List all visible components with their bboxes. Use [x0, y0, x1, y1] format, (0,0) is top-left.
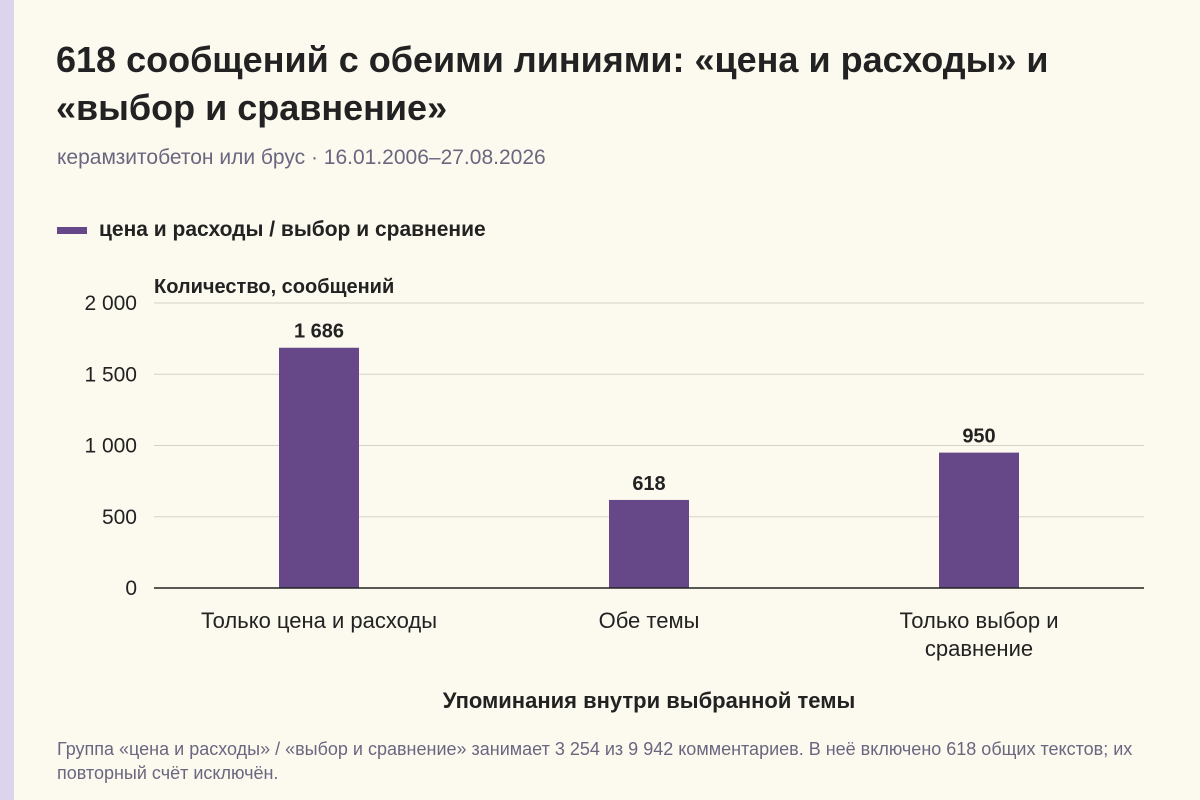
bar [939, 452, 1019, 588]
bar [279, 347, 359, 588]
bar [609, 499, 689, 588]
legend: цена и расходы / выбор и сравнение [57, 218, 486, 242]
bar-value-labels: 1 686 618 950 [294, 321, 996, 495]
y-axis-ticks: 0 500 1 000 1 500 2 000 [84, 292, 137, 600]
y-tick-label: 1 500 [84, 363, 137, 386]
legend-swatch [57, 226, 87, 234]
x-tick-label: Обе темы [599, 608, 700, 633]
y-tick-label: 2 000 [84, 292, 137, 315]
bar-value-label: 1 686 [294, 321, 344, 343]
legend-label: цена и расходы / выбор и сравнение [99, 218, 486, 241]
chart-title: 618 сообщений с обеими линиями: «цена и … [56, 39, 1049, 128]
y-tick-label: 500 [102, 506, 137, 529]
x-tick-label: сравнение [925, 636, 1033, 661]
y-axis-title: Количество, сообщений [154, 276, 394, 298]
bars [279, 347, 1019, 588]
y-tick-label: 1 000 [84, 435, 137, 458]
bar-value-label: 618 [632, 473, 665, 495]
x-axis-ticks: Только цена и расходы Обе темы Только выбо… [201, 608, 1059, 661]
chart-subtitle: керамзитобетон или брус · 16.01.2006–27.… [57, 146, 546, 169]
x-tick-label: Только выбор и [900, 608, 1059, 633]
y-tick-label: 0 [125, 577, 137, 600]
footnote: Группа «цена и расходы» / «выбор и сравн… [57, 739, 1133, 783]
x-tick-label: Только цена и расходы [201, 608, 437, 633]
bar-chart: 0 500 1 000 1 500 2 000 1 686 618 950 Только ц… [84, 276, 1144, 713]
x-axis-title: Упоминания внутри выбранной темы [443, 688, 856, 713]
left-accent-stripe [0, 0, 14, 800]
bar-value-label: 950 [962, 426, 995, 448]
